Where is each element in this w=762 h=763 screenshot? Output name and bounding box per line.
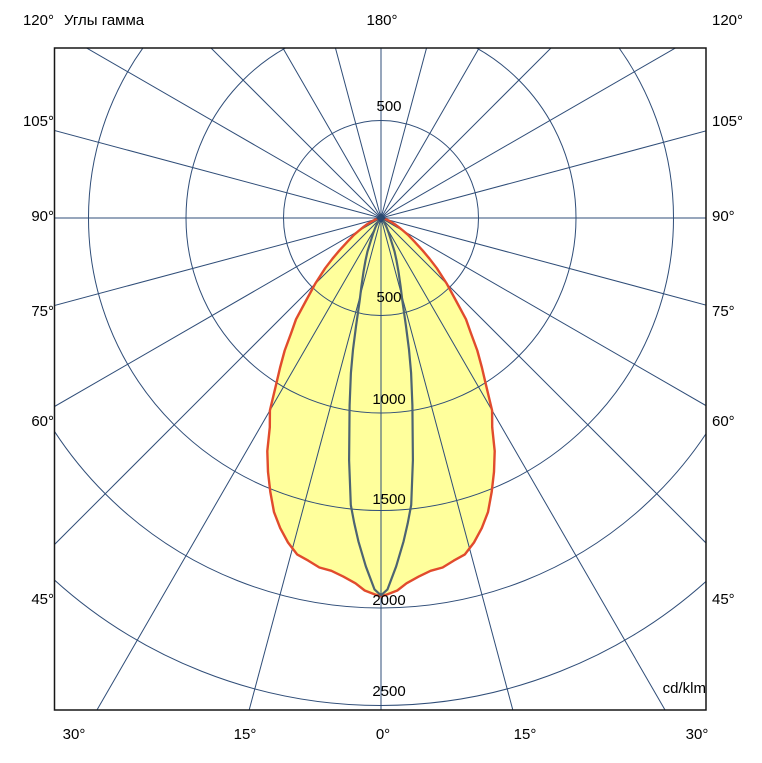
angle-label-left-90: 90° <box>31 208 54 225</box>
angle-label-top-center: 180° <box>366 12 398 29</box>
radial-tick-1000: 1000 <box>372 391 406 408</box>
angle-label-right-90: 90° <box>712 208 735 225</box>
grid-ray-165 <box>380 48 428 219</box>
angle-label-right-105: 105° <box>712 113 744 130</box>
grid-ray-60 <box>380 217 706 407</box>
grid-ray-345 <box>248 217 382 710</box>
grid-ray-255 <box>54 129 382 219</box>
angle-label-left-45: 45° <box>31 591 54 608</box>
chart-title: Углы гамма <box>64 12 145 29</box>
grid-ray-135 <box>380 48 552 219</box>
angle-label-bottom-0: 0° <box>375 726 391 743</box>
angle-label-right-60: 60° <box>712 413 735 430</box>
grid-ray-150 <box>380 48 480 219</box>
grid-ray-105 <box>380 130 706 219</box>
grid-ray-225 <box>210 48 382 219</box>
center-marker <box>376 213 386 223</box>
radial-tick-2000: 2000 <box>372 592 406 609</box>
radial-tick-500: 500 <box>376 289 402 306</box>
angle-label-bottom-30L: 30° <box>62 726 86 743</box>
angle-label-top-right: 120° <box>712 12 744 29</box>
grid-ray-300 <box>54 217 382 408</box>
grid-ray-210 <box>282 48 382 219</box>
angle-label-right-45: 45° <box>712 591 735 608</box>
radial-tick-500-top: 500 <box>376 98 402 115</box>
grid-ray-195 <box>334 48 382 219</box>
angle-label-bottom-15R: 15° <box>513 726 537 743</box>
grid-ray-45 <box>380 217 706 544</box>
unit-label: cd/klm <box>662 680 706 697</box>
grid-ray-240 <box>85 48 382 219</box>
angle-label-left-60: 60° <box>31 413 54 430</box>
grid-ray-15 <box>380 217 514 710</box>
angle-label-bottom-30R: 30° <box>685 726 709 743</box>
angle-label-left-75: 75° <box>31 303 54 320</box>
grid-ray-120 <box>380 48 677 219</box>
radial-tick-2500: 2500 <box>372 683 406 700</box>
narrow-beam-curve <box>348 217 414 597</box>
grid-ray-315 <box>54 217 382 546</box>
plot-frame <box>53 47 707 711</box>
angle-label-left-105: 105° <box>22 113 54 130</box>
grid-ray-75 <box>380 217 706 306</box>
angle-label-top-left: 120° <box>22 12 54 29</box>
angle-label-bottom-15L: 15° <box>233 726 257 743</box>
radial-tick-1500: 1500 <box>372 491 406 508</box>
grid-ray-30 <box>380 217 666 710</box>
angle-label-right-75: 75° <box>712 303 735 320</box>
grid-ray-330 <box>96 217 382 710</box>
grid-ray-285 <box>54 217 382 307</box>
